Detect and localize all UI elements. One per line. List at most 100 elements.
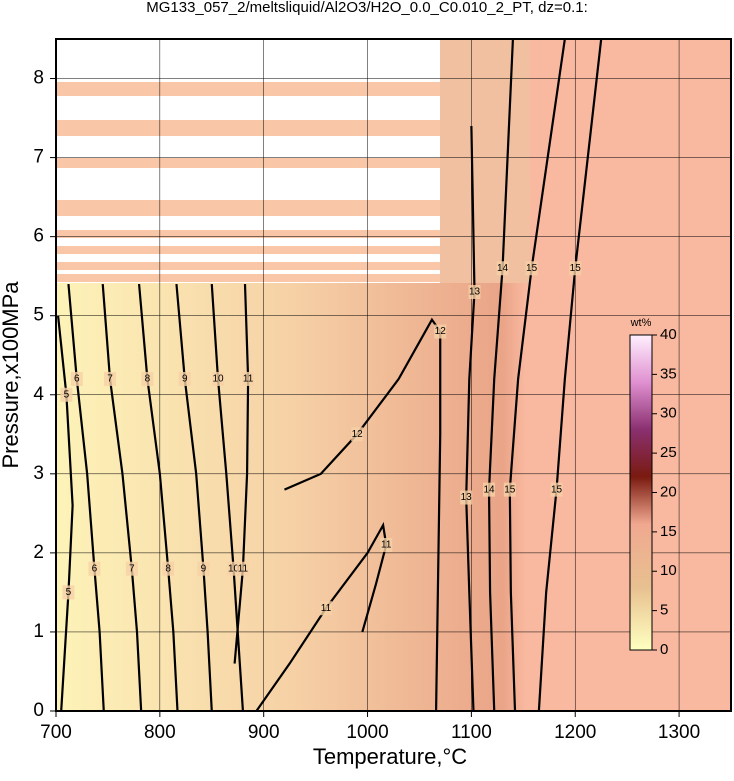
stripes xyxy=(56,82,440,282)
colorbar-tick-label: 25 xyxy=(660,444,677,461)
contour-label-bg xyxy=(88,561,101,576)
contour-line xyxy=(175,283,213,712)
contour-label-bg xyxy=(242,371,255,386)
contour-line xyxy=(255,521,388,712)
colorbar-tick-label: 5 xyxy=(660,602,668,619)
contour-line xyxy=(56,315,74,712)
x-axis-label: Temperature,°C xyxy=(313,744,467,769)
y-tick-label: 1 xyxy=(33,621,44,642)
contour-line xyxy=(101,283,143,712)
y-tick-label: 7 xyxy=(33,147,44,168)
colorbar-tick-label: 35 xyxy=(660,365,677,382)
contour-label: 12 xyxy=(352,429,364,440)
contour-line xyxy=(210,284,245,712)
colorbar-label: wt% xyxy=(630,317,652,329)
contour-line xyxy=(137,283,179,712)
contour-label-bg xyxy=(380,537,393,552)
colorbar xyxy=(629,334,653,651)
contour-label-bg xyxy=(496,261,509,276)
colorbar-tick-label: 40 xyxy=(660,326,677,343)
contour-line xyxy=(508,38,566,712)
y-tick-label: 0 xyxy=(33,700,44,721)
contour-label: 10 xyxy=(228,563,240,574)
y-tick-label: 6 xyxy=(33,226,44,247)
contour-label: 9 xyxy=(201,563,207,574)
contour-label-bg xyxy=(227,561,240,576)
contour-label-bg xyxy=(483,482,496,497)
contour-label: 15 xyxy=(570,263,582,274)
y-tick-label: 3 xyxy=(33,463,44,484)
colorbar-tick-label: 30 xyxy=(660,405,677,422)
contour-line xyxy=(487,38,515,712)
contour-line xyxy=(284,317,442,712)
colorbar-tick-label: 10 xyxy=(660,562,677,579)
contour-label: 13 xyxy=(469,287,481,298)
contour-label-bg xyxy=(125,561,138,576)
contour-label-bg xyxy=(460,490,473,505)
contour-label-bg xyxy=(550,482,563,497)
contour-label: 6 xyxy=(74,374,80,385)
contour-label: 8 xyxy=(165,563,171,574)
contour-label: 7 xyxy=(107,374,113,385)
x-tick-label: 900 xyxy=(248,722,280,743)
y-tick-label: 4 xyxy=(33,384,44,405)
colorbar-tick-label: 20 xyxy=(660,483,677,500)
contour-label: 11 xyxy=(243,374,254,385)
contour-label: 14 xyxy=(497,263,509,274)
contour-label-bg xyxy=(503,482,516,497)
contour-label: 15 xyxy=(526,263,538,274)
contour-label: 11 xyxy=(321,603,332,614)
contour-label-bg xyxy=(236,561,249,576)
contour-label-bg xyxy=(468,284,481,299)
contour-label-bg xyxy=(320,601,332,616)
x-tick-label: 1200 xyxy=(554,722,596,743)
contour-label-bg xyxy=(70,371,83,386)
y-tick-label: 8 xyxy=(33,68,44,89)
contour-label: 6 xyxy=(92,563,98,574)
colorbar-tick-label: 15 xyxy=(660,523,677,540)
y-tick-label: 2 xyxy=(33,542,44,563)
contour-label-bg xyxy=(351,427,364,442)
chart-title: MG133_057_2/meltsliquid/Al2O3/H2O_0.0_C0… xyxy=(146,0,588,16)
background xyxy=(440,39,530,283)
contour-label-bg xyxy=(62,585,75,600)
contour-label: 11 xyxy=(381,540,392,551)
contour-label: 5 xyxy=(66,587,72,598)
contour-label: 10 xyxy=(212,374,224,385)
x-tick-label: 1100 xyxy=(451,722,492,743)
contour-label: 12 xyxy=(435,326,447,337)
contour-label-bg xyxy=(212,371,224,386)
contour-label: 7 xyxy=(129,563,135,574)
plot-frame xyxy=(55,38,732,712)
contour-label: 14 xyxy=(483,484,495,495)
contour-label: 11 xyxy=(238,563,249,574)
contour-line xyxy=(537,38,603,712)
contour-label: 13 xyxy=(461,492,473,503)
contour-label-bg xyxy=(178,371,191,386)
colorbar-tick-label: 0 xyxy=(660,641,668,658)
contour-label-bg xyxy=(525,261,538,276)
contour-label: 15 xyxy=(504,484,516,495)
contour-line xyxy=(233,284,250,664)
contour-line xyxy=(67,283,105,712)
x-tick-label: 1300 xyxy=(658,722,700,743)
x-tick-label: 1000 xyxy=(346,722,388,743)
contour-label-bg xyxy=(197,561,210,576)
contour-label: 8 xyxy=(145,374,151,385)
x-tick-label: 800 xyxy=(144,722,176,743)
contour-line xyxy=(465,125,476,712)
x-tick-label: 700 xyxy=(40,722,72,743)
contour-label-bg xyxy=(434,324,447,339)
contour-label: 9 xyxy=(182,374,188,385)
contour-label-bg xyxy=(60,387,73,402)
y-tick-label: 5 xyxy=(33,305,44,326)
plot-area xyxy=(56,39,731,711)
contour-label: 15 xyxy=(551,484,563,495)
contour-label-bg xyxy=(104,371,116,386)
contour-label-bg xyxy=(141,371,154,386)
contour-label-bg xyxy=(162,561,175,576)
background xyxy=(56,283,526,711)
y-axis-label: Pressure,x100MPa xyxy=(0,281,23,469)
contour-label-bg xyxy=(569,261,582,276)
